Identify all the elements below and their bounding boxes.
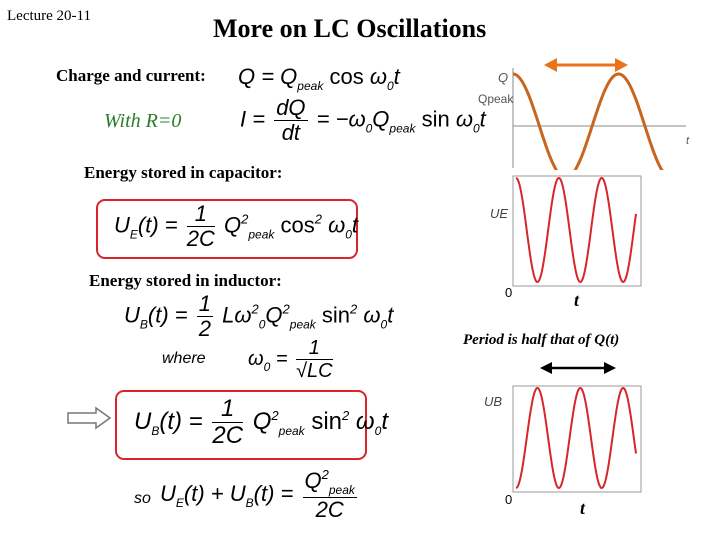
energy-capacitor-label: Energy stored in capacitor: (84, 163, 283, 182)
omega-definition: ω0 = 1 √LC (248, 337, 333, 382)
charge-curve (512, 72, 664, 170)
full-period-arrow-icon (544, 58, 628, 72)
ue-y-label: UE (490, 206, 508, 221)
charge-plot: Q Qpeak t (478, 68, 690, 170)
ue-zero-label: 0 (505, 285, 512, 300)
capacitor-energy-box (96, 199, 358, 259)
half-period-arrow-icon (540, 362, 616, 374)
ub-y-label: UB (484, 394, 502, 409)
ue-curve (515, 176, 637, 284)
capacitor-energy-equation: UE(t) = 1 2C Q2peak cos2 ω0t (114, 201, 359, 252)
total-energy-equation: UE(t) + UB(t) = Q2peak 2C (160, 467, 357, 523)
current-equation: I = dQ dt = −ω0Qpeak sin ω0t (240, 95, 486, 146)
ub-plot-frame (512, 385, 642, 493)
inductor-energy-box (115, 390, 367, 460)
energy-inductor-label: Energy stored in inductor: (89, 271, 282, 290)
capacitor-energy-plot: UE 0 (490, 175, 642, 300)
slide-title: More on LC Oscillations (213, 14, 487, 43)
ub-zero-label: 0 (505, 492, 512, 507)
charge-x-label: t (686, 135, 690, 147)
ue-plot-frame (512, 175, 642, 287)
period-note: Period is half that of Q(t) (463, 332, 620, 348)
with-r-zero-label: With R=0 (104, 110, 182, 132)
ue-x-label: t (574, 290, 580, 310)
ub-x-label: t (580, 498, 586, 518)
charge-current-label: Charge and current: (56, 66, 206, 85)
charge-equation: Q = Qpeak cos ω0t (238, 64, 400, 93)
where-label: where (162, 350, 206, 367)
inductor-energy-plot: UB 0 (484, 385, 642, 507)
charge-peak-label: Qpeak (478, 92, 514, 106)
so-label: so (134, 490, 151, 507)
ub-curve (515, 386, 637, 490)
pointer-arrow-icon (67, 406, 112, 430)
lecture-number: Lecture 20-11 (7, 8, 91, 24)
charge-y-label: Q (498, 70, 508, 85)
inductor-energy-simplified-equation: UB(t) = 1 2C Q2peak sin2 ω0t (134, 395, 388, 450)
